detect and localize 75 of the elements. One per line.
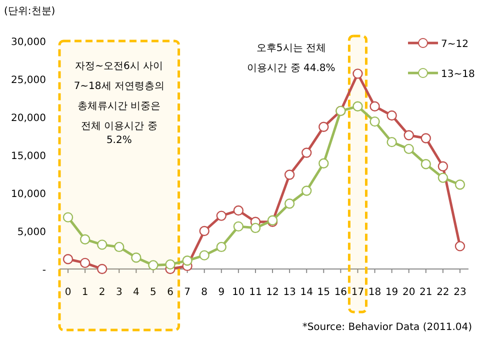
point xyxy=(80,258,90,268)
point xyxy=(386,136,397,148)
point xyxy=(352,101,363,112)
point xyxy=(216,242,226,252)
point xyxy=(62,254,74,264)
point xyxy=(386,110,397,121)
x-tick-label: 3 xyxy=(116,287,122,298)
text: *Source: Behavior Data (2011.04) xyxy=(302,322,472,333)
point xyxy=(80,234,90,244)
x-tick-label: 21 xyxy=(420,287,432,298)
point xyxy=(302,186,312,196)
x-tick-label: 8 xyxy=(201,287,208,298)
y-tick-label: 10,000 xyxy=(11,189,46,200)
x-tick-label: 19 xyxy=(385,287,398,298)
point xyxy=(318,122,329,132)
point xyxy=(148,260,158,270)
point xyxy=(216,210,226,221)
point xyxy=(131,252,142,263)
x-tick-label: 7 xyxy=(184,287,190,298)
point xyxy=(420,159,431,170)
x-tick-label: 0 xyxy=(64,287,72,298)
point xyxy=(318,158,329,168)
point xyxy=(182,256,192,266)
y-tick-label: 30,000 xyxy=(11,37,46,48)
x-tick-label: 15 xyxy=(317,287,330,298)
point xyxy=(438,161,448,172)
point xyxy=(302,148,312,158)
point xyxy=(250,222,261,234)
point xyxy=(454,180,466,190)
point xyxy=(370,116,380,127)
x-tick-label: 13 xyxy=(283,287,296,298)
point xyxy=(438,172,448,183)
point xyxy=(420,133,431,144)
x-tick-label: 23 xyxy=(454,287,466,298)
x-tick-label: 2 xyxy=(98,287,106,298)
x-tick-label: 4 xyxy=(133,287,140,298)
legend-label: 13~18 xyxy=(441,69,475,80)
x-tick-label: 5 xyxy=(150,287,156,298)
band-label: 자정~오전6시 사이 7~18세 저연령층의 총체류시간 비중은 전체 이용시간 중 5.2% xyxy=(74,61,164,146)
point xyxy=(97,240,108,250)
point xyxy=(62,212,74,222)
point xyxy=(352,68,363,79)
x-tick-label: 14 xyxy=(300,287,313,298)
point xyxy=(199,250,210,260)
y-tick-label: 5,000 xyxy=(17,227,46,238)
point xyxy=(97,264,108,274)
y-tick-label: 15,000 xyxy=(11,151,46,162)
x-tick-label: 1 xyxy=(82,287,88,298)
point xyxy=(114,242,124,252)
y-tick-label: 25,000 xyxy=(11,75,46,86)
x-tick-label: 9 xyxy=(218,287,225,298)
x-tick-label: 17 xyxy=(351,287,364,298)
x-tick-label: 18 xyxy=(368,287,382,298)
point xyxy=(370,101,380,112)
point xyxy=(404,144,414,154)
point xyxy=(233,221,244,232)
x-tick-label: 11 xyxy=(249,287,262,298)
y-tick-label: - xyxy=(42,265,46,276)
point xyxy=(233,205,244,216)
legend-label: 7~12 xyxy=(441,39,468,50)
x-tick-label: 6 xyxy=(167,287,174,298)
point xyxy=(284,170,295,180)
point xyxy=(284,198,295,209)
x-tick-label: 12 xyxy=(266,287,279,298)
x-tick-label: 20 xyxy=(402,287,416,298)
x-tick-label: 10 xyxy=(232,287,245,298)
point xyxy=(199,226,210,236)
x-tick-label: 16 xyxy=(334,287,348,298)
y-tick-label: 20,000 xyxy=(11,113,46,124)
x-tick-label: 22 xyxy=(436,287,450,298)
band-label: 오후5시는 전체 이용시간 중 44.8% xyxy=(247,43,336,74)
point xyxy=(454,241,466,252)
point xyxy=(404,130,414,140)
y-axis-title: (단위:천분) xyxy=(4,6,56,17)
point xyxy=(165,259,176,270)
